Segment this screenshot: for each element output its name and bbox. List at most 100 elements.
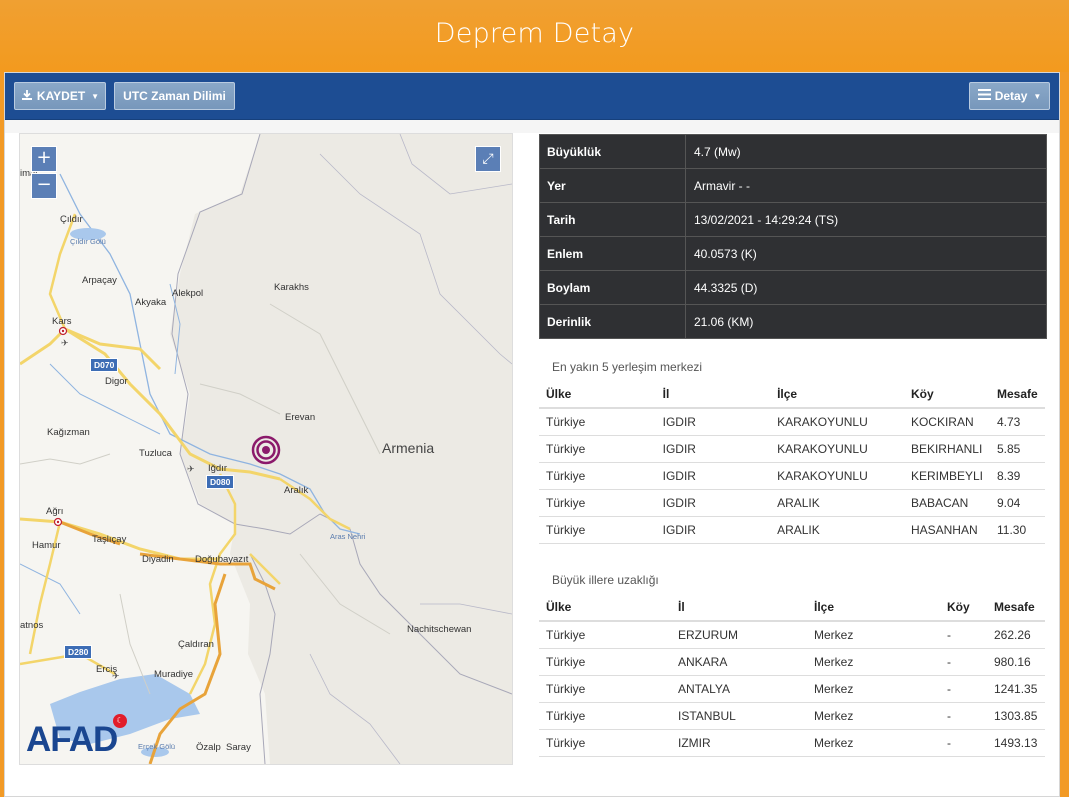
fullscreen-icon[interactable]: ⤢	[475, 146, 501, 172]
road-badge: D080	[206, 475, 235, 489]
column-header: Köy	[940, 593, 987, 622]
map-label: Çaldıran	[178, 639, 214, 650]
table-cell: -	[940, 729, 987, 757]
earthquake-map[interactable]: ✈ ✈ ✈ imal Çıldır Çıldır Gölü Arpaçay Al…	[19, 133, 513, 765]
table-cell: 8.39	[989, 462, 1045, 490]
table-cell: Türkiye	[539, 621, 671, 649]
epicenter-marker[interactable]	[251, 435, 281, 465]
table-row: Türkiye IGDIR ARALIK HASANHAN 11.30	[539, 516, 1045, 544]
info-key: Boylam	[540, 271, 686, 304]
info-row: Boylam 44.3325 (D)	[540, 271, 1046, 305]
table-cell: KARAKOYUNLU	[770, 435, 904, 463]
map-label: Arpaçay	[82, 275, 117, 286]
info-key: Tarih	[540, 203, 686, 236]
table-cell: Türkiye	[539, 675, 671, 703]
map-label: Doğubayazıt	[195, 554, 249, 565]
page-header: Deprem Detay	[0, 0, 1069, 72]
map-label: Erçek Gölü	[138, 742, 176, 751]
table-cell: Türkiye	[539, 516, 656, 544]
save-button[interactable]: KAYDET ▼	[14, 82, 106, 110]
map-label: Hamur	[32, 540, 61, 551]
table-cell: Türkiye	[539, 702, 671, 730]
column-header: İl	[671, 593, 807, 622]
table-cell: KOCKIRAN	[903, 408, 990, 436]
table-cell: 262.26	[987, 621, 1045, 649]
map-label: Tuzluca	[139, 448, 172, 459]
column-header: İlçe	[807, 593, 940, 622]
map-label: Ağrı	[46, 506, 64, 517]
zoom-in-button[interactable]: +	[31, 146, 57, 172]
table-cell: IGDIR	[655, 435, 771, 463]
info-row: Tarih 13/02/2021 - 14:29:24 (TS)	[540, 203, 1046, 237]
table-cell: ARALIK	[770, 516, 904, 544]
table-cell: ARALIK	[770, 489, 904, 517]
info-value: 13/02/2021 - 14:29:24 (TS)	[694, 212, 839, 227]
table-cell: -	[940, 702, 987, 730]
map-label: Iğdır	[208, 463, 228, 474]
map-label: Kağızman	[47, 427, 90, 438]
map-label: Digor	[105, 376, 128, 387]
table-cell: Merkez	[807, 621, 940, 649]
map-label: atnos	[20, 620, 44, 631]
table-cell: Türkiye	[539, 729, 671, 757]
nearest-settlements-table: Ülke İl İlçe Köy Mesafe Türkiye IGDIR KA…	[539, 380, 1045, 544]
map-label: Çıldır	[60, 214, 83, 225]
column-header: Mesafe	[989, 380, 1045, 409]
map-label: Erevan	[285, 412, 316, 423]
table-cell: Merkez	[807, 675, 940, 703]
cities-caption: Büyük illere uzaklığı	[552, 573, 659, 587]
table-row: Türkiye IGDIR KARAKOYUNLU BEKIRHANLI 5.8…	[539, 435, 1045, 463]
zoom-out-button[interactable]: −	[31, 173, 57, 199]
column-header: Mesafe	[987, 593, 1045, 622]
map-label: Muradiye	[154, 669, 194, 680]
utc-button-label: UTC Zaman Dilimi	[123, 89, 226, 103]
table-cell: -	[940, 675, 987, 703]
table-cell: IGDIR	[655, 408, 771, 436]
column-header: İlçe	[770, 380, 904, 409]
hamburger-icon	[977, 89, 991, 103]
map-label: Armenia	[382, 440, 435, 456]
road-badge: D280	[64, 645, 93, 659]
table-cell: 1303.85	[987, 702, 1045, 730]
table-header-row: Ülke İl İlçe Köy Mesafe	[539, 380, 1045, 409]
info-key: Derinlik	[540, 305, 686, 338]
column-header: Ülke	[539, 380, 656, 409]
map-base: ✈ ✈ ✈	[20, 134, 512, 764]
table-row: Türkiye IGDIR KARAKOYUNLU KOCKIRAN 4.73	[539, 408, 1045, 436]
turkish-flag-icon: ☾	[113, 714, 127, 728]
svg-text:✈: ✈	[187, 465, 195, 475]
table-cell: 980.16	[987, 648, 1045, 676]
column-header: Ülke	[539, 593, 671, 622]
table-row: Türkiye IGDIR ARALIK BABACAN 9.04	[539, 489, 1045, 517]
info-row: Büyüklük 4.7 (Mw)	[540, 135, 1046, 169]
toolbar-shadow	[5, 120, 1059, 133]
detail-menu-button[interactable]: Detay ▼	[969, 82, 1050, 110]
caret-down-icon: ▼	[91, 91, 100, 101]
table-row: Türkiye IGDIR KARAKOYUNLU KERIMBEYLI 8.3…	[539, 462, 1045, 490]
table-cell: 5.85	[989, 435, 1045, 463]
zoom-control: + −	[31, 146, 57, 200]
road-badge: D070	[90, 358, 119, 372]
svg-text:✈: ✈	[61, 339, 69, 349]
info-value: 21.06 (KM)	[694, 314, 754, 329]
table-row: Türkiye IZMIR Merkez - 1493.13	[539, 729, 1045, 757]
table-cell: IZMIR	[671, 729, 807, 757]
utc-timezone-button[interactable]: UTC Zaman Dilimi	[114, 82, 235, 110]
table-cell: Türkiye	[539, 408, 656, 436]
info-row: Derinlik 21.06 (KM)	[540, 305, 1046, 338]
download-icon	[21, 89, 33, 104]
map-label: Aralık	[284, 485, 309, 496]
map-label: Diyadin	[142, 554, 174, 565]
table-row: Türkiye ANTALYA Merkez - 1241.35	[539, 675, 1045, 703]
map-label: Nachitschewan	[407, 624, 472, 635]
table-cell: Türkiye	[539, 648, 671, 676]
info-value: 40.0573 (K)	[694, 246, 757, 261]
table-cell: ANKARA	[671, 648, 807, 676]
map-label: Alekpol	[172, 288, 204, 299]
info-row: Yer Armavir - -	[540, 169, 1046, 203]
info-row: Enlem 40.0573 (K)	[540, 237, 1046, 271]
table-cell: Türkiye	[539, 462, 656, 490]
table-cell: 9.04	[989, 489, 1045, 517]
table-cell: Merkez	[807, 648, 940, 676]
table-cell: ERZURUM	[671, 621, 807, 649]
